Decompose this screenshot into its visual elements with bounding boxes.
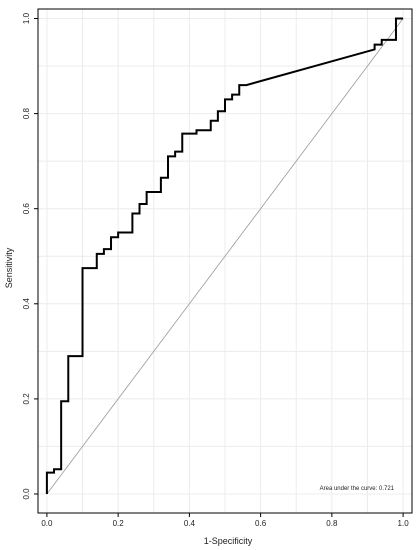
y-tick-label: 0.6	[22, 203, 31, 215]
grid-layer	[38, 9, 412, 513]
x-tick-label: 0.4	[184, 519, 196, 528]
x-axis: 0.0 0.2 0.4 0.6 0.8 1.0	[41, 513, 409, 528]
auc-annotation: Area under the curve: 0.721	[320, 486, 395, 492]
y-tick-label: 0.8	[22, 107, 31, 119]
roc-curve-line	[45, 17, 404, 494]
reference-diagonal-line	[46, 18, 404, 495]
x-tick-label: 0.0	[41, 519, 53, 528]
x-tick-label: 0.6	[255, 519, 267, 528]
x-tick-label: 0.2	[113, 519, 125, 528]
y-tick-label: 1.0	[22, 12, 31, 24]
x-axis-title: 1-Specificity	[204, 536, 253, 546]
reference-line-layer	[46, 18, 404, 495]
plot-frame	[37, 8, 413, 514]
series-layer	[45, 17, 404, 494]
x-tick-label: 0.8	[326, 519, 338, 528]
y-axis: 0.0 0.2 0.4 0.6 0.8 1.0	[22, 12, 38, 500]
y-tick-label: 0.2	[22, 393, 31, 405]
y-tick-label: 0.0	[22, 488, 31, 500]
x-tick-label: 1.0	[398, 519, 410, 528]
y-axis-title: Sensitivity	[4, 247, 14, 288]
y-tick-label: 0.4	[22, 298, 31, 310]
